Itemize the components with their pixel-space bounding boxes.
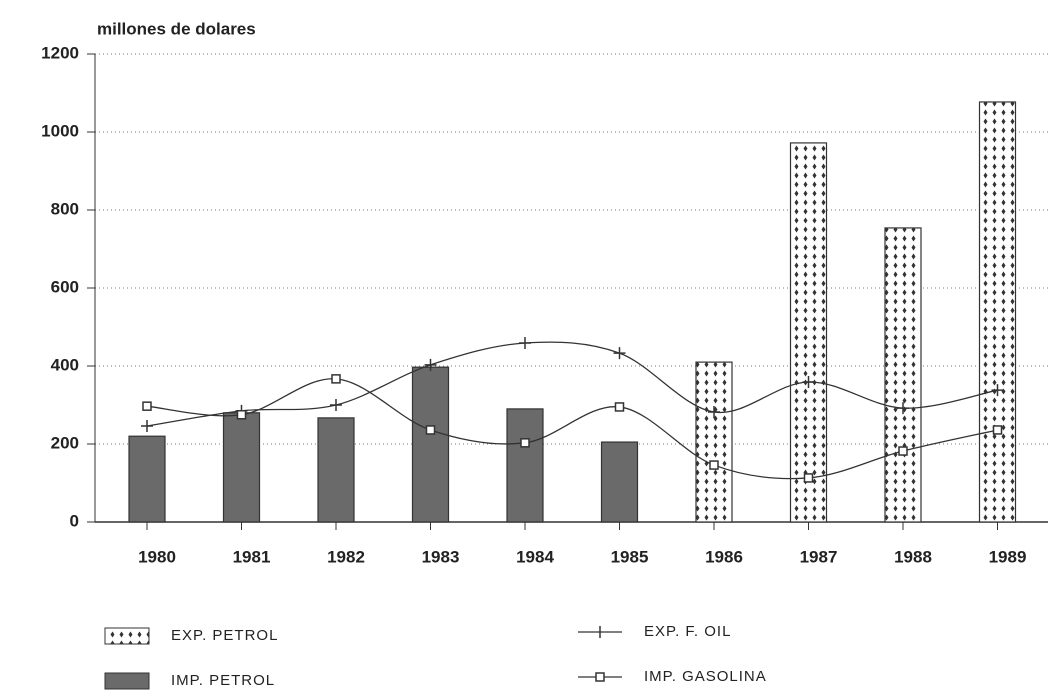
x-tick-label: 1980 <box>138 547 176 566</box>
square-marker <box>614 402 625 412</box>
plus-marker <box>519 336 531 349</box>
plus-marker <box>897 402 909 415</box>
line <box>146 341 998 427</box>
x-tick-label: 1986 <box>705 547 743 566</box>
plus-marker <box>708 406 720 419</box>
plus-marker <box>802 375 815 388</box>
square-marker <box>898 446 908 456</box>
bar <box>128 435 166 523</box>
square-marker <box>803 473 814 483</box>
bar <box>978 101 1017 523</box>
line <box>146 378 998 480</box>
plus-marker <box>613 347 626 360</box>
bar <box>317 417 355 523</box>
x-tick-label: 1982 <box>327 547 365 566</box>
y-tick-label: 600 <box>51 277 79 296</box>
y-tick-label: 1200 <box>41 43 79 62</box>
legend-marker <box>595 672 605 682</box>
bar <box>506 408 544 523</box>
x-tick-label: 1988 <box>894 547 932 566</box>
plus-marker <box>330 399 342 411</box>
bar <box>695 361 733 523</box>
bar <box>789 142 828 523</box>
y-axis-label: millones de dolares <box>97 19 256 38</box>
square-marker <box>709 460 719 470</box>
square-marker <box>992 425 1003 435</box>
legend-swatch <box>104 672 150 690</box>
y-tick-label: 200 <box>51 433 79 452</box>
x-tick-label: 1981 <box>233 547 271 566</box>
y-tick-label: 800 <box>51 199 79 218</box>
plus-marker <box>141 420 153 433</box>
plus-marker <box>991 384 1004 397</box>
bar <box>222 412 261 523</box>
bar <box>884 227 922 523</box>
legend-label: IMP. GASOLINA <box>644 668 767 685</box>
legend-label: IMP. PETROL <box>171 672 275 689</box>
y-tick-label: 400 <box>51 355 79 374</box>
x-tick-label: 1989 <box>989 547 1027 566</box>
bar <box>600 441 639 523</box>
bar <box>411 366 450 523</box>
legend-label: EXP. F. OIL <box>644 623 731 640</box>
square-marker <box>331 374 341 384</box>
y-tick-label: 1000 <box>41 121 79 140</box>
square-marker <box>142 401 152 411</box>
square-marker <box>425 425 436 435</box>
x-tick-label: 1983 <box>422 547 460 566</box>
square-marker <box>520 438 530 448</box>
y-tick-label: 0 <box>70 511 79 530</box>
plus-marker <box>424 358 437 371</box>
legend-swatch <box>104 627 150 645</box>
x-tick-label: 1985 <box>611 547 649 566</box>
x-tick-label: 1987 <box>800 547 838 566</box>
legend-label: EXP. PETROL <box>171 627 278 644</box>
square-marker <box>236 410 247 420</box>
x-tick-label: 1984 <box>516 547 554 566</box>
